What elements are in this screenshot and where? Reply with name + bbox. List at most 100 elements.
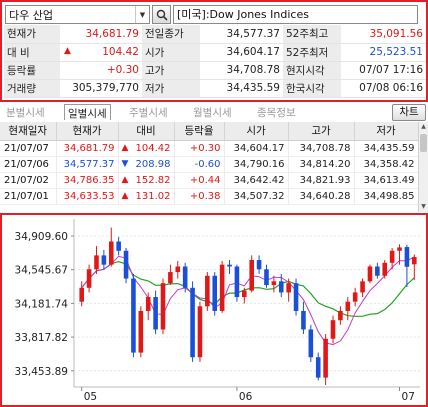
quote-label: 현지시각 (283, 61, 341, 80)
candle-body (301, 310, 306, 330)
market-select[interactable]: 다우 산업 ▼ (5, 5, 150, 24)
quote-value: 34,604.17 (200, 43, 283, 62)
column-header[interactable]: 대비 (118, 122, 175, 141)
cell-rate: +0.38 (174, 188, 225, 205)
candle-body (375, 266, 380, 276)
cell-change: ▲ 104.42 (118, 140, 175, 157)
cell-date: 21/07/06 (0, 156, 57, 173)
table-row[interactable]: 21/07/02 34,786.35 ▲ 152.82 +0.44 34,642.42 34… (0, 172, 419, 189)
cell-change-text: 131.02 (135, 190, 171, 202)
candlestick-chart[interactable]: 34,909.60 34,545.67 34,181.74 33,817.82 33,4… (2, 215, 426, 405)
cell-change-text: 208.98 (135, 158, 171, 170)
tab-item[interactable]: 주별시세 (129, 107, 168, 119)
candle-body (153, 297, 158, 330)
cell-change-text: 152.82 (135, 174, 171, 186)
market-select-value: 다우 산업 (9, 8, 53, 22)
quote-label: 한국시각 (283, 79, 341, 98)
quote-row: 거래량 305,379,770 저가 34,435.59 한국시각 07/08 06:16 (4, 79, 426, 98)
tab-item[interactable]: 일별시세 (64, 104, 111, 120)
tab-item[interactable]: 월별시세 (193, 107, 232, 119)
chevron-down-icon[interactable]: ▼ (135, 6, 149, 23)
quote-value-text: 34,708.78 (226, 64, 280, 76)
candle-body (293, 283, 299, 311)
candle-body (308, 329, 314, 358)
search-button[interactable] (152, 5, 171, 24)
cell-open: 34,642.42 (224, 172, 289, 189)
quote-value-text: 34,681.79 (85, 27, 139, 40)
cell-low: 34,613.49 (354, 172, 419, 189)
quote-label: 시가 (142, 43, 200, 62)
candle-body (315, 357, 321, 378)
candle-body (345, 301, 351, 311)
quote-label: 거래량 (4, 79, 60, 98)
tab-item[interactable]: 종목정보 (257, 107, 296, 119)
search-row: 다우 산업 ▼ [미국]:Dow Jones Indices (0, 0, 428, 26)
candle-body (212, 275, 218, 311)
candle-body (338, 310, 343, 321)
cell-rate: +0.44 (174, 172, 225, 189)
y-tick-label: 33,817.82 (15, 332, 68, 344)
candle-body (101, 255, 107, 265)
quote-value-text: 35,091.56 (369, 27, 423, 40)
cell-close: 34,633.53 (56, 188, 119, 205)
candle-body (278, 281, 284, 293)
quote-label: 대 비 (4, 43, 60, 62)
quote-value: 07/07 17:16 (341, 61, 426, 80)
cell-low: 34,498.85 (354, 188, 419, 205)
candle-body (168, 272, 173, 284)
quote-value: 34,435.59 (200, 79, 283, 98)
candle-body (94, 255, 99, 270)
candle-body (404, 247, 410, 267)
quote-label: 등락률 (4, 61, 60, 80)
column-header[interactable]: 현재일자 (0, 122, 57, 141)
cell-close: 34,577.37 (56, 156, 119, 173)
column-header[interactable]: 저가 (354, 122, 419, 141)
cell-low: 34,358.42 (354, 156, 419, 173)
tab-item[interactable]: 분별시세 (6, 107, 45, 119)
column-header[interactable]: 고가 (288, 122, 355, 141)
quote-value: 34,708.78 (200, 61, 283, 80)
candle-body (108, 241, 114, 265)
candle-body (219, 264, 225, 311)
table-row[interactable]: 21/07/06 34,577.37 ▼ 208.98 -0.60 34,790.16 34… (0, 156, 419, 173)
chart-button[interactable]: 차트 (392, 104, 426, 121)
candle-body (79, 287, 84, 302)
quote-label: 전일종가 (142, 25, 200, 44)
up-arrow-icon: ▲ (121, 174, 129, 185)
cell-date: 21/07/01 (0, 188, 57, 205)
quote-value-text: 07/08 06:16 (359, 82, 423, 94)
column-header[interactable]: 현재가 (56, 122, 119, 141)
quote-value: 07/08 06:16 (341, 79, 426, 98)
tab-bar: 분별시세 일별시세 주별시세 월별시세 종목정보 차트 (0, 104, 428, 121)
quote-value-text: +0.30 (106, 64, 139, 76)
scroll-down-icon[interactable]: ▼ (421, 203, 426, 210)
column-header[interactable]: 등락율 (174, 122, 225, 141)
candle-body (323, 338, 328, 378)
daily-price-table: 현재일자 현재가 대비 등락율 시가 고가 저가 21/07/07 34,681.79 ▲ 104… (0, 122, 419, 205)
x-tick-label: 06 (239, 391, 253, 403)
table-scrollbar[interactable]: ▲ ▼ (418, 122, 428, 212)
y-tick-label: 34,909.60 (15, 231, 68, 243)
cell-high: 34,821.93 (288, 172, 355, 189)
table-row[interactable]: 21/07/07 34,681.79 ▲ 104.42 +0.30 34,604.17 34… (0, 140, 419, 157)
up-arrow-icon: ▲ (64, 46, 71, 56)
quote-value-text: 07/07 17:16 (359, 64, 423, 76)
candle-body (182, 266, 188, 288)
moving-average-long-line (81, 260, 415, 317)
cell-date: 21/07/02 (0, 172, 57, 189)
price-chart: 34,909.60 34,545.67 34,181.74 33,817.82 33,4… (0, 213, 428, 407)
scroll-up-icon[interactable]: ▲ (421, 123, 426, 130)
candle-body (256, 260, 262, 270)
scroll-thumb[interactable] (420, 134, 427, 152)
table-row[interactable]: 21/07/01 34,633.53 ▲ 131.02 +0.38 34,507.32 34… (0, 188, 419, 205)
candle-body (197, 306, 203, 358)
candle-body (175, 266, 181, 273)
cell-close: 34,786.35 (56, 172, 119, 189)
candle-body (242, 290, 247, 298)
cell-change-text: 104.42 (135, 142, 171, 154)
candle-body (412, 257, 417, 265)
column-header[interactable]: 시가 (224, 122, 289, 141)
cell-change: ▲ 152.82 (118, 172, 175, 189)
index-name-field[interactable]: [미국]:Dow Jones Indices (173, 5, 418, 24)
candle-body (205, 275, 210, 307)
